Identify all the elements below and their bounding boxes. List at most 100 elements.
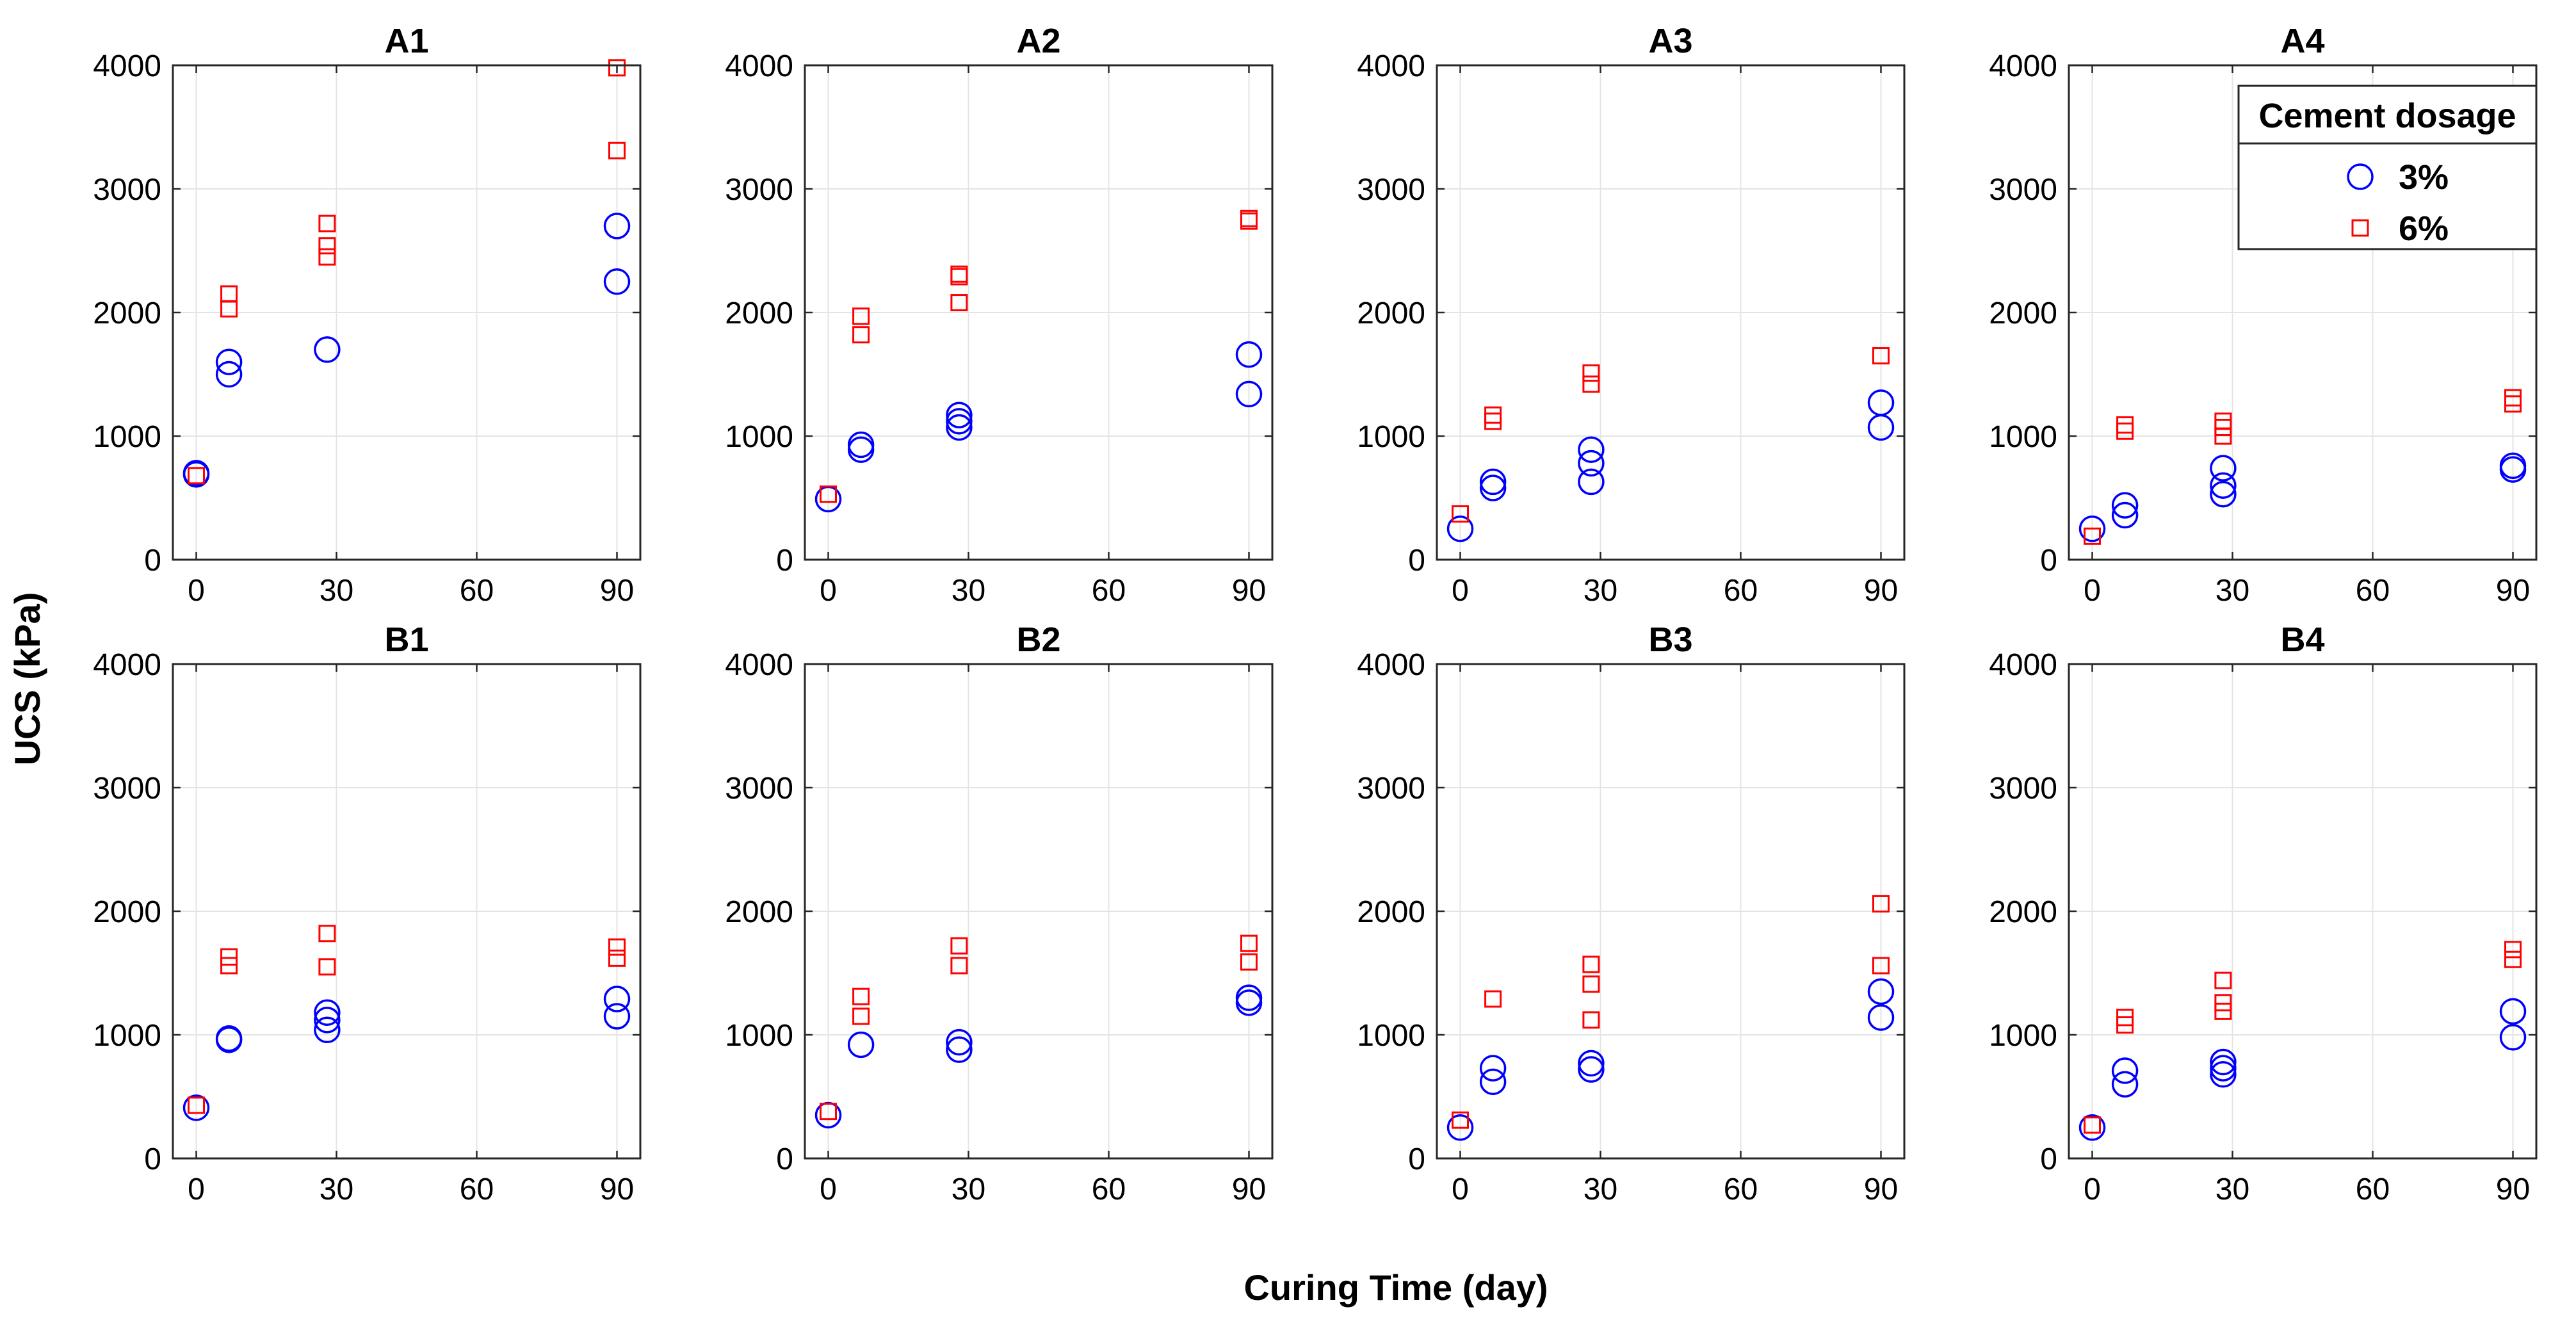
legend-label: 6% <box>2399 209 2449 248</box>
y-tick-label: 1000 <box>93 1019 161 1053</box>
legend-box <box>2237 85 2538 250</box>
data-point-3pct <box>946 408 973 435</box>
y-tick-label: 3000 <box>1989 173 2057 207</box>
data-point-3pct <box>215 1025 243 1052</box>
y-tick-label: 4000 <box>1357 49 1425 83</box>
data-point-3pct <box>1235 341 1263 368</box>
data-point-6pct <box>1582 955 1600 973</box>
x-tick-label: 60 <box>2356 574 2390 608</box>
data-point-6pct <box>1240 209 1258 227</box>
y-tick-label: 1000 <box>1357 1019 1425 1053</box>
x-tick-label: 60 <box>2356 1173 2390 1206</box>
x-tick-label: 0 <box>2084 1173 2101 1206</box>
data-point-6pct <box>188 1096 205 1114</box>
data-point-3pct <box>314 999 341 1027</box>
data-point-3pct <box>603 1003 631 1030</box>
data-point-3pct <box>1578 1056 1605 1083</box>
axes-box <box>2068 663 2538 1160</box>
x-tick-label: 30 <box>952 574 985 608</box>
panel-title: A3 <box>1648 22 1692 60</box>
panel-a3: 0 30 60 90 0 1000 2000 3000 4000 A3 <box>1357 22 1906 608</box>
x-tick-label: 90 <box>1864 574 1898 608</box>
y-tick-label: 2000 <box>1357 296 1425 330</box>
y-tick-label: 0 <box>1408 544 1425 578</box>
data-point-6pct <box>820 1103 837 1121</box>
data-point-3pct <box>2210 480 2237 508</box>
data-point-3pct <box>2111 492 2139 519</box>
data-point-3pct <box>1446 515 1474 542</box>
legend-title: Cement dosage <box>2258 97 2516 135</box>
data-point-3pct <box>1479 475 1507 501</box>
y-tick-label: 2000 <box>725 895 793 929</box>
y-tick-label: 0 <box>1408 1142 1425 1176</box>
data-point-3pct <box>1235 984 1263 1011</box>
data-point-6pct <box>188 467 205 485</box>
x-tick-label: 60 <box>1724 574 1758 608</box>
data-point-3pct <box>946 1036 973 1063</box>
data-point-3pct <box>2111 501 2139 529</box>
y-tick-label: 4000 <box>93 49 161 83</box>
data-point-6pct <box>852 1007 870 1025</box>
data-point-6pct <box>2116 416 2134 434</box>
data-point-3pct <box>2210 455 2237 482</box>
data-point-3pct <box>603 268 631 295</box>
axes-box <box>172 663 642 1160</box>
data-point-3pct <box>2078 515 2106 542</box>
y-tick-label: 0 <box>776 1142 793 1176</box>
y-tick-label: 4000 <box>725 648 793 682</box>
data-point-3pct <box>2111 1071 2139 1098</box>
data-point-6pct <box>1582 375 1600 393</box>
y-tick-label: 1000 <box>725 1019 793 1053</box>
data-point-6pct <box>1484 990 1502 1008</box>
y-tick-label: 0 <box>776 544 793 578</box>
y-tick-label: 4000 <box>725 49 793 83</box>
data-point-6pct <box>852 326 870 344</box>
x-tick-label: 90 <box>600 1173 634 1206</box>
data-point-6pct <box>2214 994 2232 1012</box>
data-point-3pct <box>2499 998 2527 1025</box>
data-point-3pct <box>2210 472 2237 499</box>
data-point-3pct <box>1479 468 1507 496</box>
data-point-3pct <box>603 213 631 239</box>
x-tick-label: 90 <box>2496 574 2530 608</box>
data-point-6pct <box>608 142 626 159</box>
data-point-3pct <box>1578 1050 1605 1077</box>
data-point-3pct <box>2210 1055 2237 1082</box>
x-tick-label: 0 <box>820 1173 837 1206</box>
x-tick-label: 0 <box>188 1173 205 1206</box>
data-point-6pct <box>1582 364 1600 382</box>
data-point-3pct <box>2210 1048 2237 1076</box>
y-tick-label: 3000 <box>1357 173 1425 207</box>
data-point-3pct <box>2210 1061 2237 1088</box>
panel-title: B2 <box>1016 621 1060 659</box>
x-tick-label: 0 <box>1452 1173 1469 1206</box>
y-tick-label: 2000 <box>1357 895 1425 929</box>
data-point-6pct <box>220 957 238 975</box>
data-point-6pct <box>2214 971 2232 989</box>
y-tick-label: 0 <box>2040 544 2057 578</box>
data-point-3pct <box>314 1016 341 1044</box>
x-tick-label: 60 <box>1092 574 1126 608</box>
panel-a1: 0 30 60 90 0 1000 2000 3000 4000 A1 <box>93 22 642 608</box>
y-tick-label: 2000 <box>93 895 161 929</box>
y-tick-label: 4000 <box>1357 648 1425 682</box>
data-point-3pct <box>314 1007 341 1034</box>
panel-title: B4 <box>2280 621 2324 659</box>
x-tick-label: 90 <box>2496 1173 2530 1206</box>
data-point-3pct <box>2111 1057 2139 1084</box>
y-tick-label: 1000 <box>1989 1019 2057 1053</box>
y-tick-label: 3000 <box>1357 772 1425 806</box>
x-tick-label: 30 <box>320 1173 353 1206</box>
data-point-6pct <box>852 307 870 325</box>
legend-marker-circle-icon <box>2347 163 2374 190</box>
axes-box <box>2068 64 2538 561</box>
data-point-6pct <box>2116 1009 2134 1027</box>
panel-title: A2 <box>1016 22 1060 60</box>
x-tick-label: 30 <box>2216 1173 2249 1206</box>
data-point-3pct <box>946 414 973 441</box>
data-point-6pct <box>318 248 336 266</box>
panel-a2: 0 30 60 90 0 1000 2000 3000 4000 A2 <box>725 22 1274 608</box>
panel-title: B3 <box>1648 621 1692 659</box>
data-point-6pct <box>2214 412 2232 430</box>
